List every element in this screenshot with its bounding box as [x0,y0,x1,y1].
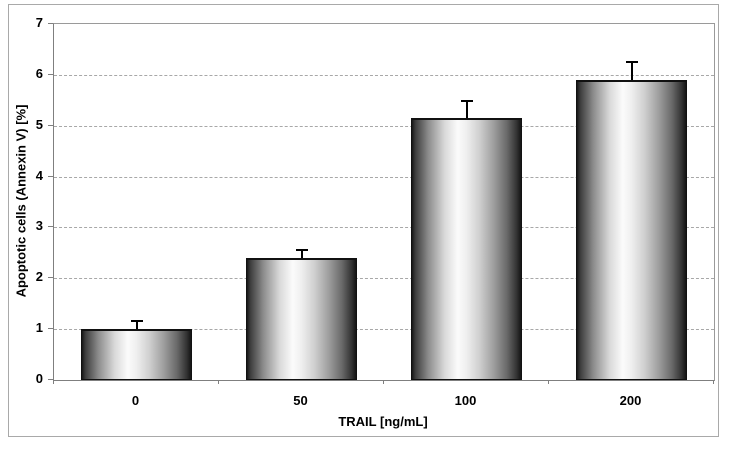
x-tick-label-200: 200 [619,393,642,408]
y-tick-label-2: 2 [35,269,43,285]
y-tick-label-4: 4 [35,167,43,183]
error-bar-cap-50 [296,249,308,251]
y-tick-mark-3 [48,226,53,228]
y-tick-label-0: 0 [35,371,43,386]
x-axis-title: TRAIL [ng/mL] [338,414,428,429]
gridline-y-5 [54,125,714,127]
y-tick-label-7: 7 [35,15,43,30]
error-bar-100 [466,100,468,118]
y-tick-label-3: 3 [35,218,43,234]
y-tick-mark-7 [48,23,53,24]
error-bar-50 [301,249,303,258]
y-tick-label-1: 1 [35,320,43,336]
x-tick-mark-2 [383,380,384,384]
bar-200 [576,80,687,380]
x-tick-label-50: 50 [293,393,308,408]
error-bar-cap-100 [461,100,473,102]
bar-50 [246,258,357,380]
y-tick-mark-2 [48,277,53,279]
x-tick-label-100: 100 [454,393,477,408]
x-tick-label-0: 0 [131,393,140,408]
error-bar-cap-200 [626,61,638,63]
plot-area [53,23,715,381]
gridline-y-3 [54,227,714,229]
gridline-y-1 [54,329,714,331]
error-bar-cap-0 [131,320,143,322]
y-tick-mark-0 [48,379,53,380]
bar-100 [411,118,522,380]
x-tick-mark-3 [548,380,549,384]
gridline-y-2 [54,278,714,280]
y-tick-label-6: 6 [35,65,43,81]
gridline-y-6 [54,74,714,76]
y-tick-mark-6 [48,73,53,75]
y-tick-mark-5 [48,124,53,126]
y-tick-label-5: 5 [35,116,43,132]
error-bar-0 [136,320,138,329]
x-tick-mark-0 [53,380,54,384]
error-bar-200 [631,61,633,80]
y-tick-mark-1 [48,328,53,330]
y-tick-mark-4 [48,175,53,177]
x-tick-mark-4 [713,380,714,384]
figure-border [8,4,719,437]
gridline-y-4 [54,176,714,178]
bar-0 [81,329,192,380]
x-tick-mark-1 [218,380,219,384]
